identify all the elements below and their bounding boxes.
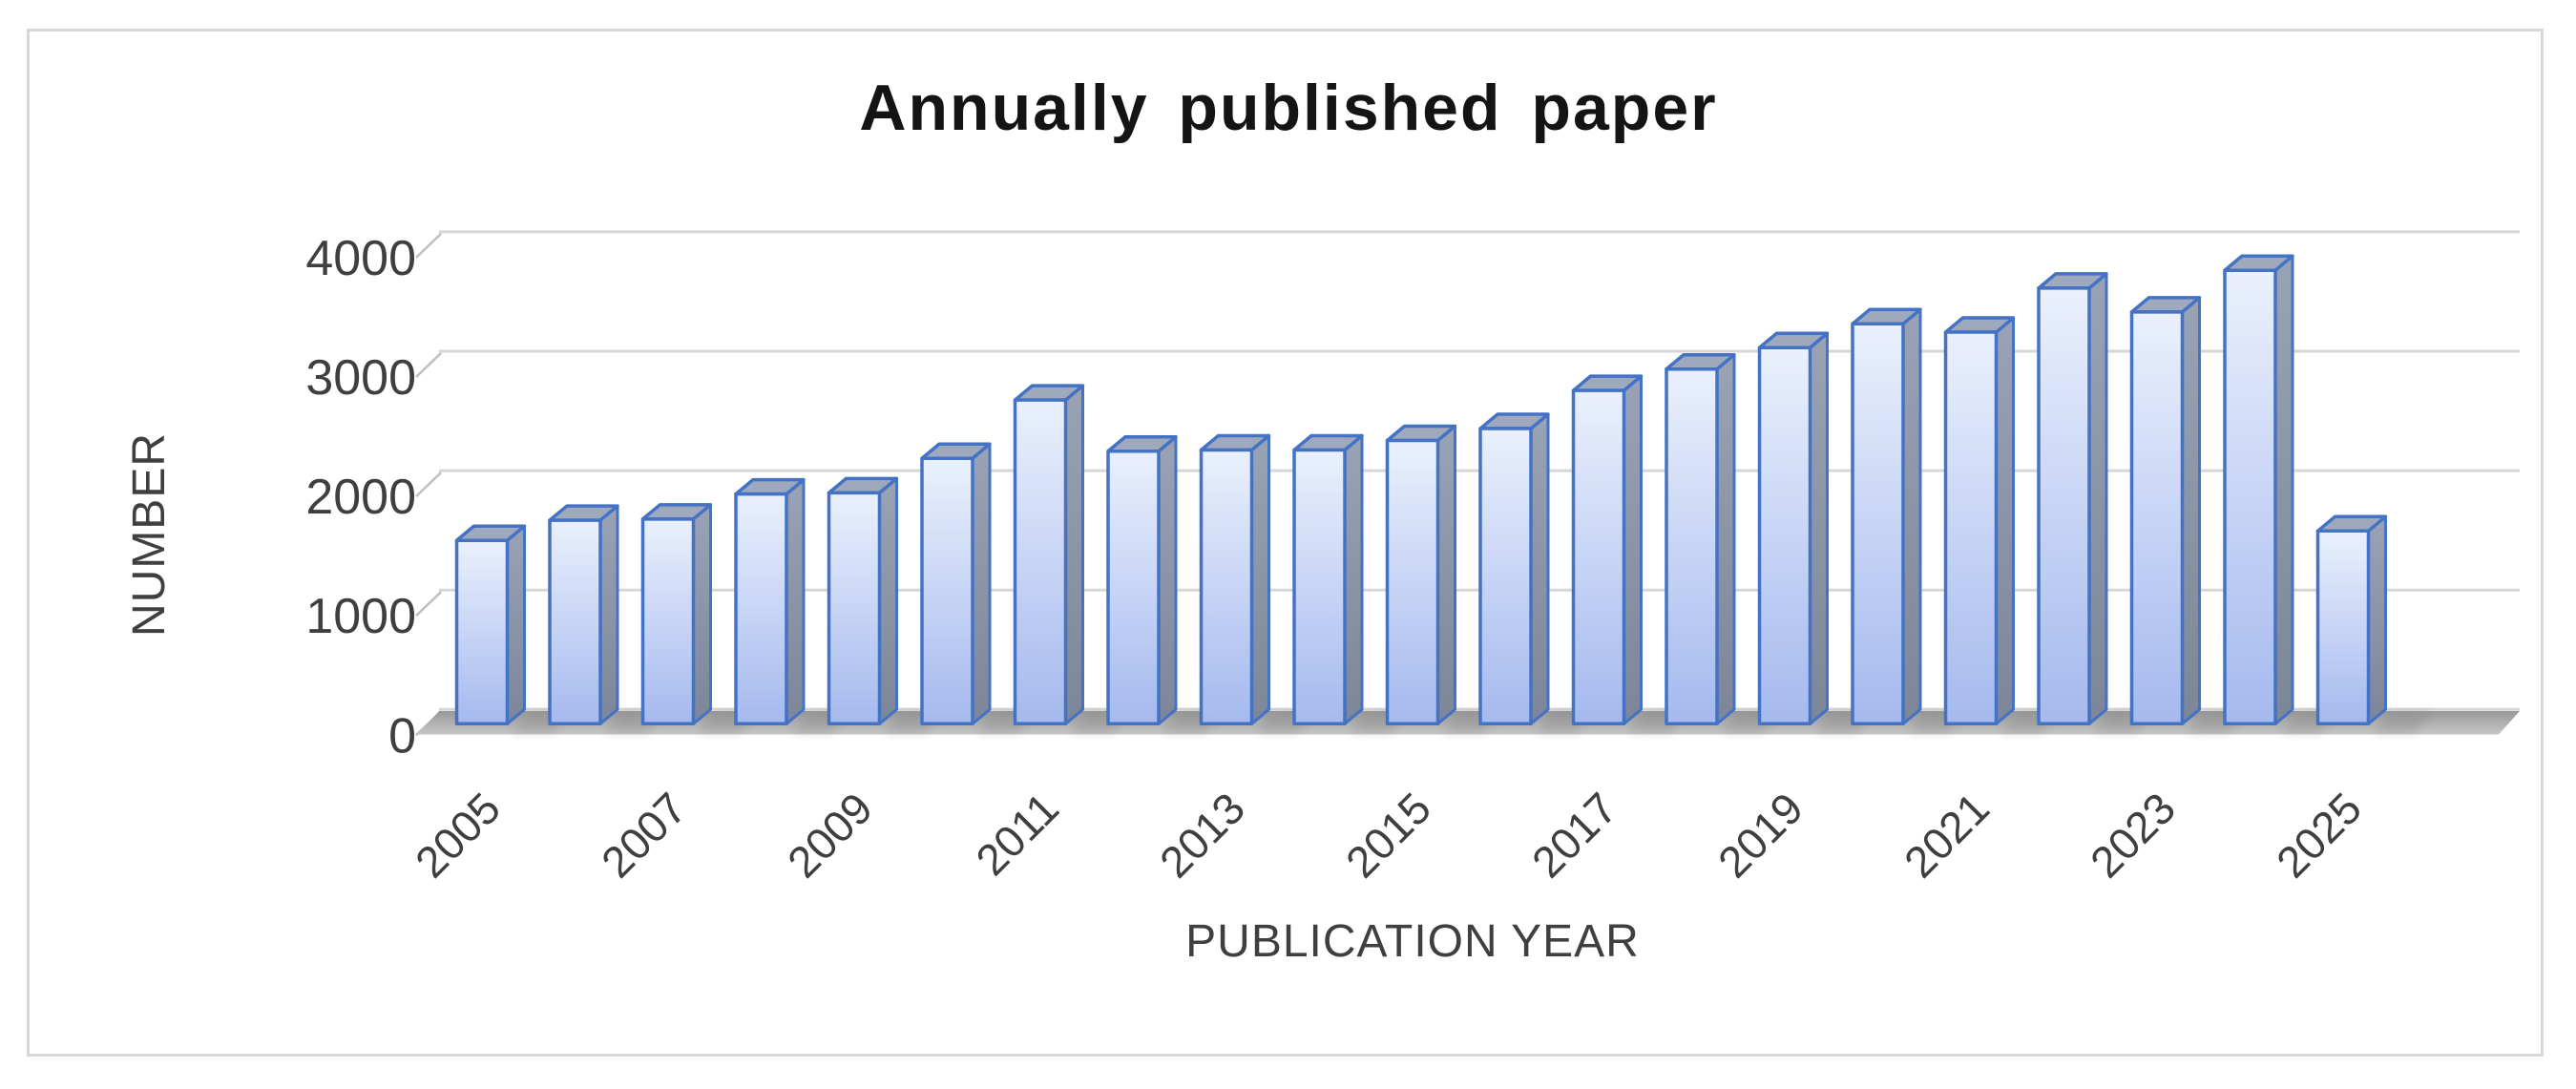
bar-front-face (734, 492, 788, 726)
bar-2019 (1757, 331, 1874, 733)
bar-side-face (1343, 433, 1364, 725)
bar-front-face (920, 456, 974, 726)
bar-side-face (1250, 433, 1270, 725)
bar-side-face (2367, 514, 2387, 725)
bar-2014 (1292, 433, 1408, 733)
bar-front-face (827, 491, 882, 726)
bar-front-face (1199, 448, 1254, 726)
bar-front-face (1385, 438, 1440, 726)
x-tick-label: 2005 (406, 783, 510, 887)
bar-front-face (548, 518, 602, 726)
y-tick-label: 1000 (305, 589, 416, 644)
bar-2010 (920, 442, 1036, 733)
x-tick-label: 2007 (592, 783, 696, 887)
bar-front-face (1013, 398, 1068, 726)
x-tick-label: 2017 (1522, 783, 1626, 887)
bar-side-face (1436, 425, 1456, 725)
gridlines (415, 230, 2520, 737)
y-axis-title: NUMBER (124, 432, 175, 637)
y-tick-label: 0 (388, 708, 416, 764)
x-tick-label: 2011 (966, 783, 1068, 885)
bar-side-face (2273, 254, 2294, 725)
chart-title: Annually published paper (859, 72, 1717, 144)
bar-2007 (640, 503, 757, 733)
bar-2025 (2315, 514, 2432, 733)
bar-2021 (1943, 316, 2060, 733)
bar-2022 (2037, 272, 2152, 733)
bar-2012 (1106, 434, 1222, 733)
x-axis-title: PUBLICATION YEAR (1185, 916, 1640, 967)
bar-front-face (1851, 322, 1905, 726)
bar-side-face (692, 503, 712, 725)
y-tick-label: 4000 (305, 231, 416, 286)
bar-side-face (2181, 296, 2201, 725)
bar-side-face (1064, 384, 1084, 725)
bar-front-face (1665, 366, 1719, 726)
bar-front-face (1757, 346, 1812, 726)
bar-side-face (2087, 272, 2108, 725)
bar-side-face (785, 478, 806, 725)
bar-side-face (1901, 307, 1922, 725)
bar-2015 (1385, 424, 1501, 733)
bar-front-face (2037, 286, 2091, 726)
bar-side-face (1157, 435, 1178, 725)
bar-side-face (1715, 353, 1736, 725)
bar-2016 (1478, 412, 1594, 733)
x-tick-label: 2015 (1336, 783, 1440, 887)
y-axis-tick-labels: 0 1000 2000 3000 4000 (305, 231, 416, 764)
bar-front-face (1571, 388, 1626, 726)
bar-2017 (1571, 374, 1687, 733)
bar-side-face (1529, 412, 1550, 725)
bar-front-face (1106, 449, 1161, 726)
x-tick-label: 2019 (1708, 783, 1812, 887)
bar-2020 (1851, 307, 1966, 733)
bar-side-face (506, 524, 526, 725)
bar-front-face (2129, 310, 2185, 726)
bar-2009 (827, 476, 943, 733)
bar-series (454, 254, 2432, 733)
bar-2006 (548, 504, 663, 733)
bar-2024 (2223, 254, 2338, 733)
bar-side-face (971, 442, 992, 725)
x-tick-label: 2021 (1895, 783, 1999, 887)
bar-side-face (598, 504, 619, 725)
bar-2013 (1199, 433, 1315, 733)
x-tick-label: 2025 (2267, 783, 2371, 887)
bar-front-face (1292, 448, 1347, 726)
x-tick-label: 2009 (778, 783, 882, 887)
bar-front-face (2223, 268, 2277, 726)
x-axis-tick-labels: 2005 2007 2009 2011 2013 2015 2017 2019 2021 2023… (406, 783, 2371, 887)
bar-shadow (2372, 712, 2432, 733)
bar-front-face (640, 517, 696, 726)
y-tick-label: 3000 (305, 350, 416, 406)
bar-front-face (2315, 529, 2371, 726)
bar-side-face (1995, 316, 2015, 725)
bar-side-face (878, 476, 898, 725)
x-tick-label: 2013 (1150, 783, 1254, 887)
bar-front-face (1943, 330, 1999, 726)
bar-side-face (1809, 331, 1829, 725)
bar-front-face (454, 538, 510, 726)
chart-border-frame (27, 29, 2544, 1057)
x-tick-label: 2023 (2081, 783, 2185, 887)
bar-2018 (1665, 352, 1780, 733)
y-tick-label: 2000 (305, 470, 416, 525)
bar-side-face (1623, 374, 1643, 725)
bar-2011 (1013, 384, 1129, 733)
bar-2005 (454, 524, 571, 733)
bar-front-face (1478, 427, 1533, 726)
